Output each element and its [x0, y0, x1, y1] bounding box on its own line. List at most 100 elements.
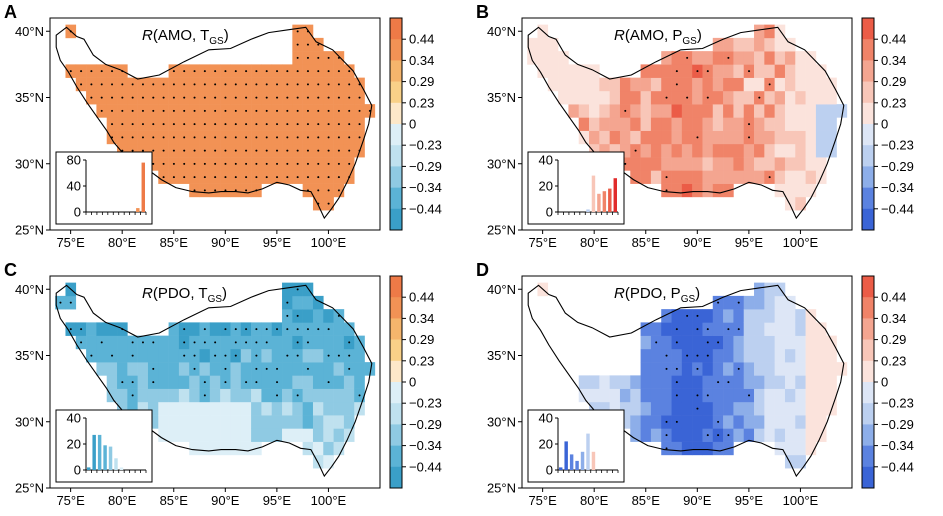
- map-cell: [764, 51, 775, 65]
- significance-dot: [276, 70, 279, 73]
- map-cell: [692, 375, 703, 389]
- significance-dot: [224, 109, 227, 112]
- significance-dot: [306, 109, 309, 112]
- significance-dot: [717, 420, 720, 423]
- colorbar-segment: [862, 339, 874, 362]
- colorbar-tick-label: 0.29: [881, 74, 906, 89]
- significance-dot: [224, 70, 227, 73]
- map-cell: [302, 295, 314, 310]
- colorbar-tick-label: 0.29: [409, 74, 434, 89]
- map-cell: [251, 428, 262, 442]
- map-cell: [302, 401, 314, 416]
- map-cell: [354, 362, 365, 376]
- significance-dot: [337, 136, 340, 139]
- map-cell: [754, 170, 765, 184]
- map-cell: [692, 143, 703, 158]
- y-tick-label: 25°N: [15, 481, 44, 496]
- map-cell: [106, 375, 118, 389]
- map-cell: [692, 183, 703, 198]
- map-cell: [261, 375, 273, 389]
- map-cell: [723, 309, 734, 323]
- map-cell: [723, 170, 734, 184]
- colorbar-tick-label: 0.44: [881, 290, 906, 305]
- map-cell: [815, 401, 827, 416]
- map-cell: [117, 348, 128, 363]
- significance-dot: [358, 96, 361, 99]
- significance-dot: [193, 136, 196, 139]
- significance-dot: [276, 83, 279, 86]
- significance-dot: [193, 162, 196, 165]
- significance-dot: [69, 70, 72, 73]
- colorbar-tick-label: 0.34: [881, 311, 906, 326]
- panel-a-figure: A R(AMO, TGS) 75°E 80°E 85°E 90°E 95°E 100°E 40°…: [4, 2, 442, 250]
- map-cell: [692, 441, 703, 456]
- significance-dot: [245, 123, 248, 126]
- significance-dot: [214, 109, 217, 112]
- significance-dot: [183, 109, 186, 112]
- map-cell: [158, 388, 169, 403]
- map-cell: [754, 415, 765, 429]
- map-cell: [692, 428, 703, 442]
- significance-dot: [276, 123, 279, 126]
- map-cell: [681, 401, 693, 416]
- map-cell: [640, 77, 652, 92]
- significance-dot: [327, 149, 330, 152]
- significance-dot: [203, 394, 206, 397]
- map-cell: [302, 282, 314, 297]
- map-cell: [815, 335, 827, 350]
- map-cell: [609, 375, 621, 389]
- panel-d: D R(PDO, PGS) 75°E 80°E 85°E 90°E 95°E 100°E 40°…: [472, 258, 943, 516]
- significance-dot: [162, 162, 165, 165]
- map-cell: [209, 441, 221, 456]
- map-cell: [271, 401, 283, 416]
- map-cell: [168, 375, 180, 389]
- map-cell: [147, 415, 159, 429]
- map-cell: [127, 362, 138, 376]
- map-cell: [712, 37, 724, 52]
- map-cell: [764, 362, 775, 376]
- significance-dot: [317, 176, 320, 179]
- map-cell: [681, 64, 693, 78]
- map-cell: [178, 401, 190, 416]
- significance-dot: [306, 162, 309, 165]
- significance-dot: [696, 70, 699, 73]
- map-cell: [733, 64, 745, 78]
- significance-dot: [214, 136, 217, 139]
- map-cell: [764, 90, 775, 105]
- map-cell: [251, 415, 262, 429]
- significance-dot: [234, 96, 237, 99]
- inset-y-tick-label: 0: [74, 205, 81, 220]
- map-cell: [537, 37, 549, 52]
- significance-dot: [214, 341, 217, 344]
- map-cell: [661, 117, 672, 131]
- x-tick-label: 75°E: [56, 235, 85, 250]
- inset-bar: [602, 191, 607, 212]
- significance-dot: [727, 434, 730, 437]
- map-cell: [86, 322, 97, 336]
- significance-dot: [286, 162, 289, 165]
- significance-dot: [706, 96, 709, 99]
- map-cell: [733, 51, 745, 65]
- map-cell: [754, 362, 765, 376]
- colorbar-segment: [390, 187, 402, 210]
- significance-dot: [224, 354, 227, 357]
- map-cell: [784, 170, 796, 184]
- map-cell: [712, 51, 724, 65]
- significance-dot: [152, 123, 155, 126]
- map-cell: [106, 362, 118, 376]
- map-cell: [96, 322, 108, 336]
- colorbar-segment: [390, 424, 402, 446]
- x-tick-label: 95°E: [263, 493, 292, 508]
- map-cell: [640, 90, 652, 105]
- significance-dot: [317, 43, 320, 46]
- inset-y-tick-label: 40: [539, 153, 553, 168]
- significance-dot: [675, 394, 678, 397]
- colorbar-tick-label: −0.29: [881, 417, 914, 432]
- significance-dot: [748, 136, 751, 139]
- significance-dot: [193, 354, 196, 357]
- map-cell: [168, 428, 180, 442]
- panel-b-figure: B R(AMO, PGS) 75°E 80°E 85°E 90°E 95°E 100°E 40°…: [476, 2, 914, 250]
- map-cell: [764, 388, 775, 403]
- map-cell: [96, 362, 108, 376]
- map-cell: [784, 454, 796, 469]
